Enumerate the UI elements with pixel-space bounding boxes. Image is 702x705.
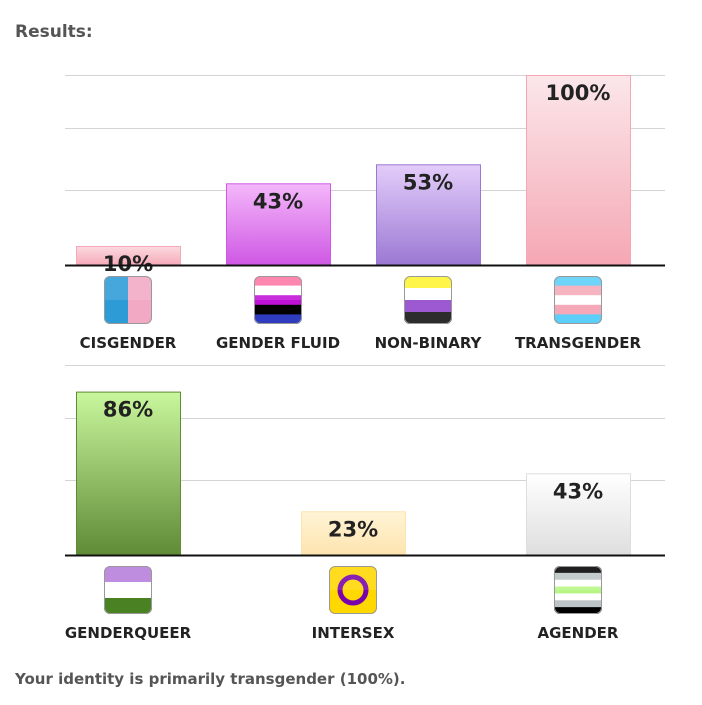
bar-value-label: 86% [103, 398, 153, 422]
genderqueer-flag-icon [104, 566, 152, 614]
nonbinary-flag-icon [404, 276, 452, 324]
category-label: AGENDER [538, 624, 619, 642]
intersex-flag-icon [329, 566, 377, 614]
category-label: TRANSGENDER [515, 334, 642, 352]
result-summary: Your identity is primarily transgender (… [15, 670, 406, 688]
genderfluid-flag-icon [254, 276, 302, 324]
bar-value-label: 43% [253, 189, 303, 213]
bar [76, 391, 181, 556]
category-label: GENDERQUEER [65, 624, 192, 642]
bar [526, 75, 631, 266]
results-heading: Results: [15, 22, 93, 42]
bar-value-label: 10% [103, 252, 153, 276]
bar-value-label: 23% [328, 517, 378, 541]
category-label: NON-BINARY [375, 334, 483, 352]
bar [376, 164, 481, 266]
bar [526, 473, 631, 556]
bar-value-label: 100% [546, 81, 611, 105]
bar [301, 511, 406, 556]
category-label: CISGENDER [80, 334, 177, 352]
category-label: INTERSEX [312, 624, 395, 642]
cisgender-flag-icon [104, 276, 152, 324]
transgender-flag-icon [554, 276, 602, 324]
bar [226, 183, 331, 266]
agender-flag-icon [554, 566, 602, 614]
category-label: GENDER FLUID [216, 334, 340, 352]
bar-value-label: 43% [553, 479, 603, 503]
bar-value-label: 53% [403, 170, 453, 194]
